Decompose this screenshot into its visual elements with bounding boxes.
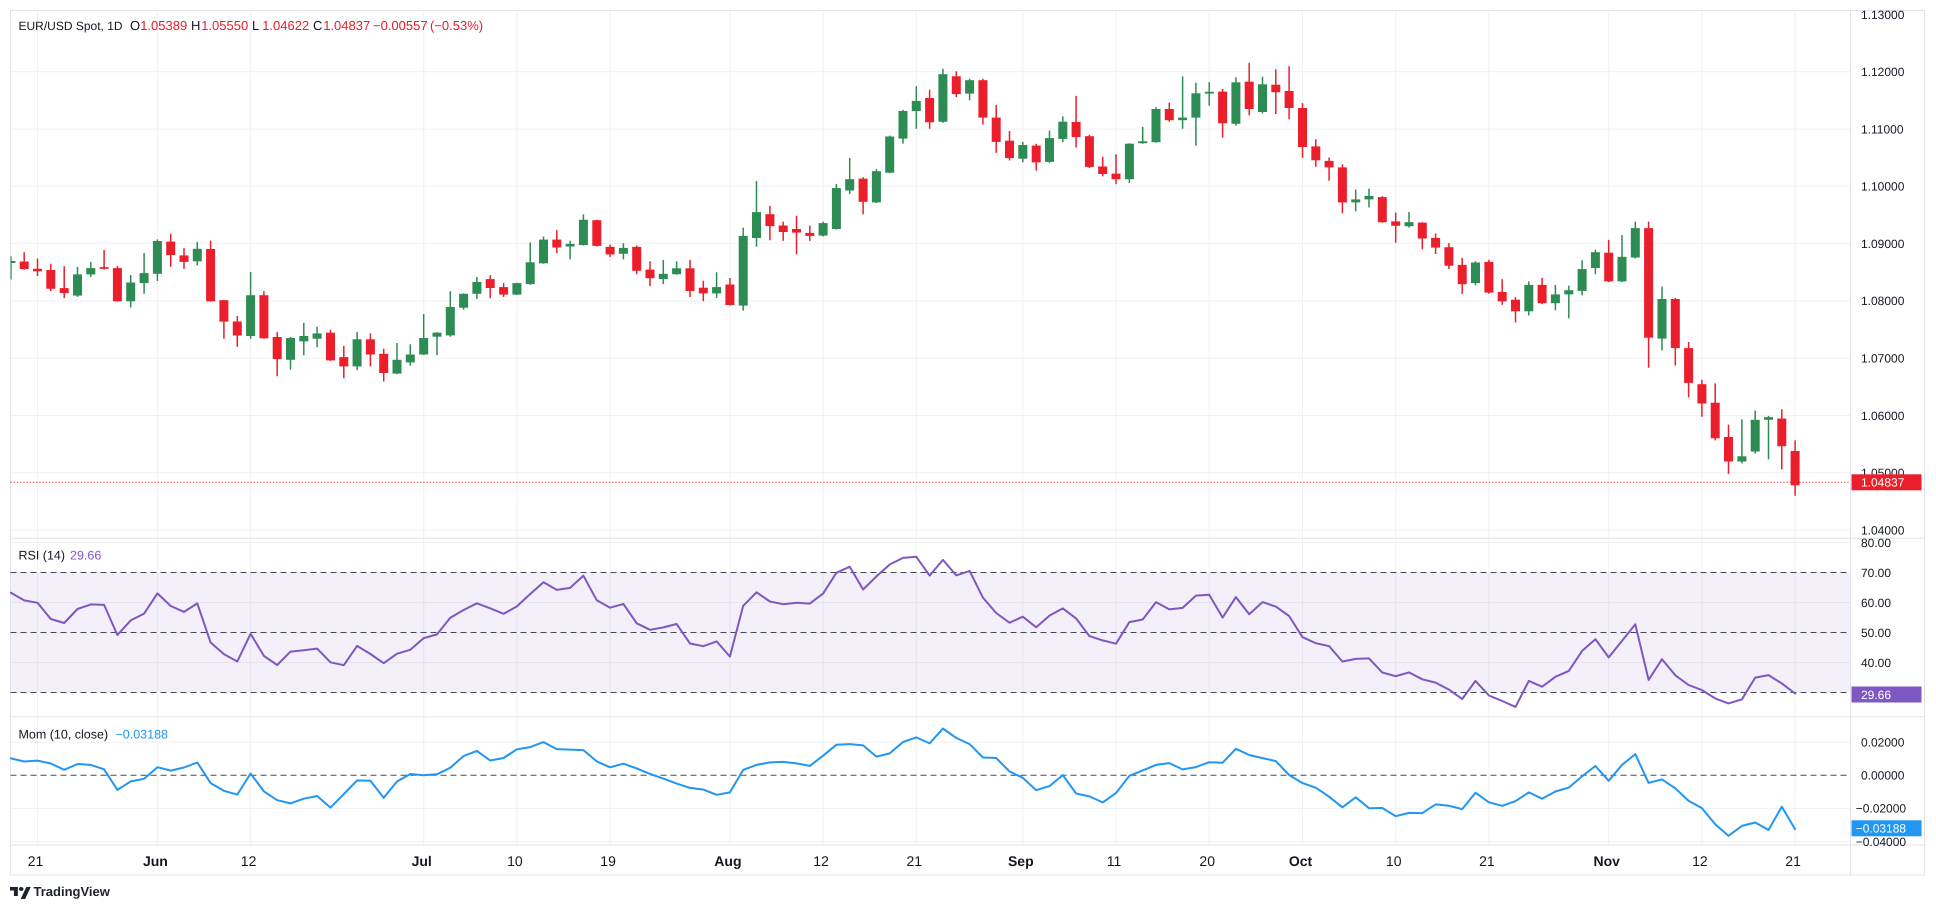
svg-text:0.00000: 0.00000 [1861, 769, 1905, 783]
svg-text:12: 12 [813, 853, 829, 869]
svg-text:21: 21 [907, 853, 923, 869]
svg-text:1.05550: 1.05550 [201, 18, 248, 33]
svg-text:1.04837: 1.04837 [1861, 476, 1905, 490]
svg-text:O: O [130, 18, 140, 33]
svg-text:1.09000: 1.09000 [1861, 237, 1905, 251]
svg-text:21: 21 [1785, 853, 1801, 869]
svg-text:C: C [313, 18, 322, 33]
svg-text:10: 10 [1386, 853, 1402, 869]
svg-text:(−0.53%): (−0.53%) [430, 18, 483, 33]
svg-text:50.00: 50.00 [1861, 626, 1891, 640]
svg-text:60.00: 60.00 [1861, 596, 1891, 610]
svg-text:21: 21 [1479, 853, 1495, 869]
svg-text:1.11000: 1.11000 [1861, 122, 1904, 136]
svg-text:H: H [191, 18, 200, 33]
svg-text:Mom (10, close): Mom (10, close) [19, 728, 109, 742]
svg-text:Jun: Jun [143, 853, 168, 869]
svg-text:−0.00557: −0.00557 [373, 18, 428, 33]
svg-text:1.06000: 1.06000 [1861, 409, 1905, 423]
svg-text:20: 20 [1199, 853, 1215, 869]
svg-text:1.04000: 1.04000 [1861, 523, 1905, 537]
svg-text:EUR/USD Spot, 1D: EUR/USD Spot, 1D [19, 19, 123, 33]
svg-text:80.00: 80.00 [1861, 536, 1891, 550]
svg-text:−0.04000: −0.04000 [1856, 835, 1907, 849]
svg-text:19: 19 [600, 853, 616, 869]
svg-text:L: L [252, 18, 259, 33]
svg-text:1.04837: 1.04837 [323, 18, 370, 33]
svg-text:−0.03188: −0.03188 [1856, 822, 1907, 836]
svg-text:21: 21 [28, 853, 44, 869]
svg-text:12: 12 [241, 853, 257, 869]
svg-text:−0.03188: −0.03188 [116, 728, 169, 742]
svg-text:1.13000: 1.13000 [1861, 8, 1905, 22]
svg-text:Nov: Nov [1593, 853, 1620, 869]
svg-text:29.66: 29.66 [70, 549, 101, 563]
svg-text:Aug: Aug [714, 853, 741, 869]
svg-text:0.02000: 0.02000 [1861, 736, 1905, 750]
svg-text:12: 12 [1692, 853, 1708, 869]
svg-text:1.08000: 1.08000 [1861, 294, 1905, 308]
svg-text:Oct: Oct [1289, 853, 1313, 869]
svg-text:Sep: Sep [1008, 853, 1034, 869]
svg-text:1.04622: 1.04622 [262, 18, 309, 33]
svg-text:10: 10 [507, 853, 523, 869]
svg-text:TradingView: TradingView [34, 884, 111, 899]
svg-text:−0.02000: −0.02000 [1856, 802, 1907, 816]
svg-text:1.05389: 1.05389 [140, 18, 187, 33]
svg-text:11: 11 [1107, 853, 1122, 869]
svg-text:1.12000: 1.12000 [1861, 65, 1905, 79]
svg-text:40.00: 40.00 [1861, 656, 1891, 670]
svg-text:1.07000: 1.07000 [1861, 352, 1905, 366]
svg-text:29.66: 29.66 [1861, 688, 1891, 702]
svg-text:70.00: 70.00 [1861, 566, 1891, 580]
svg-text:RSI (14): RSI (14) [19, 549, 66, 563]
svg-text:1.10000: 1.10000 [1861, 180, 1905, 194]
svg-text:Jul: Jul [412, 853, 432, 869]
